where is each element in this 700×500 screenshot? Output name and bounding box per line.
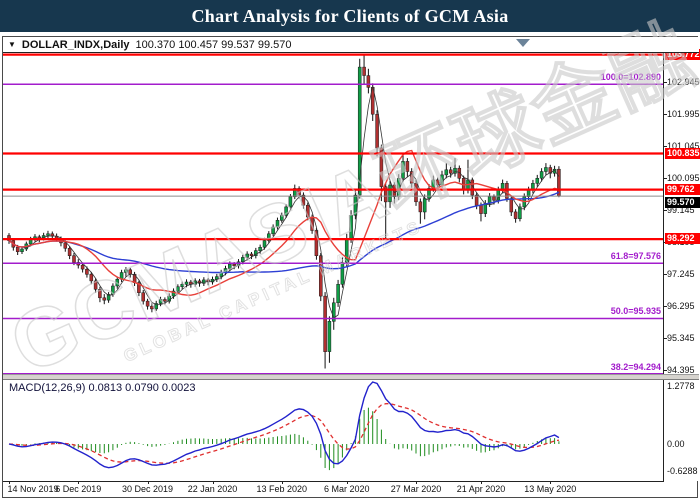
time-axis-tick (346, 481, 348, 484)
time-tick-label: 14 Nov 2019 (7, 484, 59, 494)
price-axis-tick (664, 306, 667, 308)
price-tick-label: 96.295 (667, 301, 695, 312)
time-axis-tick (416, 481, 418, 484)
page-title: Chart Analysis for Clients of GCM Asia (191, 5, 509, 26)
fibonacci-level-label: 38.2=94.294 (610, 361, 661, 372)
price-axis: 102.945101.995101.045100.09599.14598.195… (663, 48, 700, 481)
macd-axis-label: 1.2778 (667, 381, 695, 391)
time-axis-tick (9, 481, 10, 484)
candlestick-plot (3, 53, 663, 374)
panel-splitter[interactable] (3, 374, 699, 380)
time-axis-line (3, 481, 664, 482)
time-tick-label: 6 Dec 2019 (55, 484, 102, 494)
price-tick-label: 102.945 (667, 77, 700, 88)
fibonacci-level-label: 50.0=95.935 (610, 306, 661, 317)
time-axis-tick (147, 481, 149, 484)
price-level-badge: 99.762 (665, 183, 700, 195)
price-axis-tick (664, 210, 667, 212)
price-level-badge: 103.772 (665, 48, 700, 60)
time-tick-label: 22 Jan 2020 (187, 484, 238, 494)
time-tick-label: 13 Feb 2020 (256, 484, 308, 494)
fibonacci-level-label: 61.8=97.576 (610, 251, 661, 262)
price-axis-tick (664, 338, 667, 340)
time-axis-tick (550, 481, 552, 484)
time-tick-label: 6 Mar 2020 (323, 484, 370, 494)
price-tick-label: 101.045 (667, 141, 700, 152)
price-level-badge: 98.292 (665, 233, 700, 245)
macd-axis-label: -0.6288 (667, 466, 698, 476)
price-axis-tick (664, 82, 667, 84)
time-tick-label: 30 Dec 2019 (122, 484, 174, 494)
symbol-dropdown-icon[interactable]: ▼ (8, 39, 16, 49)
title-bar: Chart Analysis for Clients of GCM Asia (0, 0, 700, 32)
price-axis-tick (664, 146, 667, 148)
price-tick-label: 97.245 (667, 269, 695, 280)
fibonacci-level-label: 100.0=102.890 (600, 72, 661, 83)
chart-window: ▼ DOLLAR_INDX,Daily 100.370 100.457 99.5… (0, 8, 700, 498)
price-level-badge: 100.835 (665, 147, 700, 159)
price-tick-label: 94.395 (667, 365, 695, 376)
time-tick-label: 21 Apr 2020 (456, 484, 506, 494)
current-price-badge: 99.570 (665, 196, 700, 208)
ohlc-values: 100.370 100.457 99.537 99.570 (135, 38, 292, 51)
price-axis-tick (664, 178, 667, 180)
time-axis-tick (480, 481, 482, 484)
price-tick-label: 95.345 (667, 333, 695, 344)
scroll-to-end-icon[interactable] (516, 39, 530, 47)
price-axis-tick (664, 370, 667, 372)
price-tick-label: 100.095 (667, 173, 700, 184)
symbol-timeframe-label: DOLLAR_INDX,Daily (21, 38, 130, 51)
price-tick-label: 101.995 (667, 109, 700, 120)
macd-indicator-label: MACD(12,26,9) 0.0813 0.0790 0.0023 (9, 382, 196, 394)
time-axis-tick (281, 481, 283, 484)
time-tick-label: 13 May 2020 (524, 484, 577, 494)
macd-axis-label: 0.00 (667, 439, 685, 449)
price-tick-label: 99.145 (667, 205, 695, 216)
macd-plot (8, 381, 560, 471)
macd-panel[interactable] (3, 380, 663, 481)
chart-header: ▼ DOLLAR_INDX,Daily 100.370 100.457 99.5… (3, 37, 699, 53)
price-axis-tick (664, 114, 667, 116)
time-axis-tick (212, 481, 214, 484)
price-chart-area[interactable] (3, 53, 663, 374)
price-axis-tick (664, 274, 667, 276)
time-axis-tick (78, 481, 80, 484)
time-tick-label: 27 Mar 2020 (390, 484, 442, 494)
